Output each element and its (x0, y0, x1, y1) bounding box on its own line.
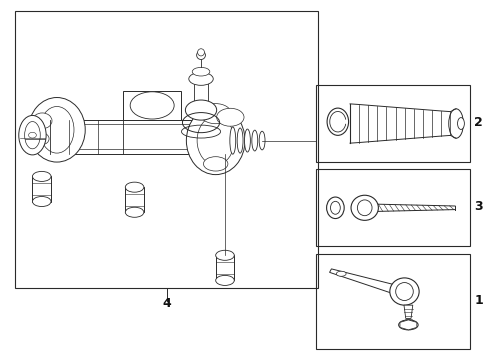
Ellipse shape (19, 116, 46, 155)
Bar (316, 85, 470, 162)
Bar (69, 125, 196, 149)
Ellipse shape (40, 107, 74, 153)
Ellipse shape (200, 104, 231, 124)
Ellipse shape (192, 67, 210, 76)
Ellipse shape (217, 108, 244, 126)
Bar (123, 91, 181, 120)
Ellipse shape (230, 127, 236, 154)
Ellipse shape (252, 130, 258, 151)
Ellipse shape (125, 207, 144, 217)
Bar (15, 12, 318, 288)
Bar (316, 253, 470, 348)
Ellipse shape (245, 129, 250, 152)
Ellipse shape (357, 200, 372, 216)
Ellipse shape (399, 320, 418, 330)
Bar (216, 255, 234, 280)
Ellipse shape (189, 72, 213, 85)
Ellipse shape (24, 122, 40, 149)
Ellipse shape (32, 197, 51, 207)
Ellipse shape (35, 133, 49, 144)
Ellipse shape (197, 49, 204, 56)
Polygon shape (404, 305, 413, 319)
Bar (32, 176, 51, 202)
Ellipse shape (32, 113, 52, 129)
Bar (45, 120, 230, 154)
Ellipse shape (125, 182, 144, 192)
Ellipse shape (216, 275, 234, 285)
Polygon shape (400, 320, 417, 330)
Ellipse shape (259, 131, 265, 150)
Ellipse shape (186, 107, 245, 175)
Text: 3: 3 (474, 201, 483, 213)
Ellipse shape (28, 98, 85, 162)
Ellipse shape (185, 100, 217, 120)
Ellipse shape (390, 278, 419, 305)
Circle shape (28, 132, 36, 138)
Bar (316, 169, 470, 246)
Ellipse shape (351, 195, 378, 220)
Ellipse shape (216, 250, 234, 260)
Ellipse shape (396, 283, 413, 301)
Bar (125, 187, 144, 212)
Ellipse shape (458, 118, 465, 130)
Ellipse shape (336, 271, 346, 276)
Bar (194, 80, 208, 101)
Text: 2: 2 (474, 116, 483, 129)
Ellipse shape (196, 51, 205, 59)
Polygon shape (330, 269, 404, 296)
Ellipse shape (130, 92, 174, 119)
Ellipse shape (237, 128, 243, 153)
Text: 1: 1 (474, 294, 483, 307)
Ellipse shape (32, 171, 51, 181)
Ellipse shape (197, 116, 234, 165)
Ellipse shape (449, 109, 464, 138)
Text: 4: 4 (163, 297, 171, 310)
Ellipse shape (203, 157, 228, 171)
